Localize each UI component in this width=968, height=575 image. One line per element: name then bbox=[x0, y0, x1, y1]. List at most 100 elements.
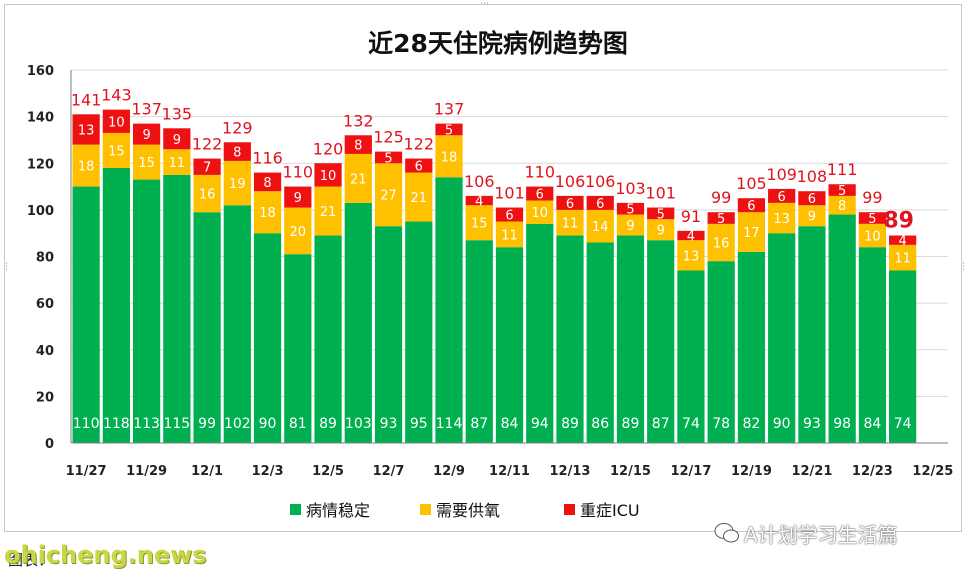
bar-value-label: 8 bbox=[233, 146, 241, 161]
y-tick-label: 20 bbox=[36, 390, 54, 405]
bar-segment bbox=[284, 254, 312, 443]
bar-total-label: 141 bbox=[71, 90, 102, 109]
bar-value-label: 87 bbox=[652, 416, 670, 432]
legend-swatch bbox=[290, 504, 301, 515]
bar-value-label: 8 bbox=[838, 199, 846, 214]
x-tick-label: 12/5 bbox=[312, 464, 344, 479]
bar-segment bbox=[314, 186, 342, 236]
resize-handle-top[interactable]: ⋯ bbox=[480, 0, 489, 9]
chart-title: 近28天住院病例趋势图 bbox=[368, 29, 628, 58]
bar-value-label: 10 bbox=[864, 230, 881, 245]
bar-total-label: 106 bbox=[585, 172, 616, 191]
bar-segment bbox=[405, 158, 433, 173]
bar-segment bbox=[616, 235, 645, 443]
bar-value-label: 74 bbox=[682, 416, 700, 432]
bar-segment bbox=[556, 235, 584, 443]
bar-value-label: 90 bbox=[259, 416, 277, 432]
bar-segment bbox=[768, 202, 796, 234]
bar-segment bbox=[798, 226, 826, 443]
bar-total-label: 111 bbox=[827, 160, 858, 179]
resize-handle-left[interactable]: ⋮ bbox=[2, 262, 11, 272]
bar-value-label: 9 bbox=[657, 224, 665, 239]
chat-bubble-icon bbox=[714, 523, 739, 543]
bar-value-label: 6 bbox=[778, 190, 786, 205]
stacked-bar-chart: 近28天住院病例趋势图 0 20 40 60 80 100 120 140 160 110 18 1… bbox=[27, 29, 953, 520]
bar-value-label: 18 bbox=[441, 150, 458, 165]
resize-handle-right[interactable]: ⋮ bbox=[959, 262, 968, 272]
bar-segment bbox=[163, 128, 191, 150]
y-tick-label: 60 bbox=[36, 297, 54, 312]
bar-value-label: 6 bbox=[808, 192, 816, 207]
bar-total-label: 135 bbox=[162, 104, 193, 123]
bar-total-label: 122 bbox=[192, 135, 223, 154]
bar-segment bbox=[616, 214, 645, 236]
bar-value-label: 9 bbox=[808, 210, 816, 225]
bar-value-label: 5 bbox=[657, 207, 665, 222]
bar-value-label: 89 bbox=[622, 416, 640, 432]
bar-value-label: 89 bbox=[561, 416, 579, 432]
y-tick-label: 0 bbox=[45, 437, 54, 452]
bar-value-label: 84 bbox=[501, 416, 519, 432]
bar-total-label: 106 bbox=[555, 172, 586, 191]
bar-total-label: 137 bbox=[434, 100, 465, 119]
bar-value-label: 82 bbox=[743, 416, 761, 432]
bar-value-label: 15 bbox=[138, 156, 155, 171]
bar-segment bbox=[647, 240, 675, 443]
bar-value-label: 6 bbox=[505, 209, 513, 224]
bar-total-label: 125 bbox=[373, 128, 404, 147]
bar-total-label: 110 bbox=[283, 163, 314, 182]
bar-total-label: 91 bbox=[681, 207, 701, 226]
bar-segment bbox=[284, 186, 312, 208]
bar-segment bbox=[253, 172, 282, 192]
bar-segment bbox=[132, 123, 161, 145]
bar-segment bbox=[163, 149, 191, 175]
bar-value-label: 9 bbox=[173, 133, 181, 148]
legend-swatch bbox=[420, 504, 431, 515]
bar-segment bbox=[737, 212, 766, 252]
bar-segment bbox=[768, 233, 796, 443]
bar-segment bbox=[556, 195, 584, 210]
bar-segment bbox=[314, 235, 342, 443]
x-tick-label: 12/1 bbox=[191, 464, 223, 479]
y-tick-label: 100 bbox=[27, 204, 54, 219]
bar-value-label: 8 bbox=[263, 176, 271, 191]
bar-value-label: 10 bbox=[531, 206, 548, 221]
bar-value-label: 10 bbox=[108, 115, 125, 130]
x-tick-label: 11/29 bbox=[126, 464, 167, 479]
bar-segment bbox=[677, 230, 705, 241]
bar-value-label: 95 bbox=[410, 416, 428, 432]
bar-segment bbox=[707, 212, 735, 224]
bar-value-label: 9 bbox=[294, 191, 302, 206]
bar-value-label: 13 bbox=[78, 123, 95, 138]
bar-value-label: 74 bbox=[894, 416, 912, 432]
bar-segment bbox=[889, 270, 917, 443]
bar-total-label: 101 bbox=[645, 184, 676, 203]
bar-segment bbox=[647, 219, 675, 241]
bar-total-label: 99 bbox=[711, 188, 731, 207]
x-tick-label: 12/13 bbox=[550, 464, 591, 479]
bar-value-label: 21 bbox=[320, 205, 337, 220]
bar-value-label: 113 bbox=[133, 416, 160, 432]
bar-value-label: 103 bbox=[345, 416, 372, 432]
legend-label: 需要供氧 bbox=[436, 501, 500, 520]
bar-segment bbox=[858, 247, 887, 443]
bar-segment bbox=[495, 221, 524, 248]
bar-value-label: 87 bbox=[470, 416, 488, 432]
bar-value-label: 5 bbox=[384, 151, 392, 166]
bar-segment bbox=[828, 214, 856, 443]
bar-value-label: 5 bbox=[868, 212, 876, 227]
x-tick-label: 12/19 bbox=[731, 464, 772, 479]
bar-segment bbox=[677, 270, 705, 443]
legend-swatch bbox=[564, 504, 575, 515]
x-tick-label: 12/7 bbox=[373, 464, 405, 479]
bar-value-label: 18 bbox=[259, 206, 276, 221]
bar-segment bbox=[344, 135, 372, 154]
bar-segment bbox=[889, 235, 917, 245]
bar-value-label: 16 bbox=[199, 188, 216, 203]
watermark-left: ohicheng.news bbox=[4, 541, 207, 569]
bar-segment bbox=[132, 144, 161, 180]
bar-value-label: 19 bbox=[229, 177, 246, 192]
x-tick-label: 12/11 bbox=[489, 464, 530, 479]
x-tick-label: 12/23 bbox=[852, 464, 893, 479]
bar-segment bbox=[374, 151, 403, 164]
